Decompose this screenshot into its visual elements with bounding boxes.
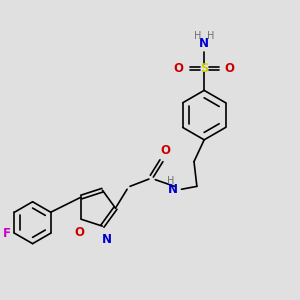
Text: O: O [224,62,235,75]
Text: N: N [102,232,112,245]
Text: H: H [167,176,174,185]
Text: S: S [200,62,208,75]
Text: N: N [168,183,178,196]
Text: N: N [199,37,209,50]
Text: F: F [3,227,11,240]
Text: O: O [174,62,184,75]
Text: H: H [207,31,214,41]
Text: O: O [74,226,84,239]
Text: H: H [194,31,202,41]
Text: O: O [160,144,170,157]
